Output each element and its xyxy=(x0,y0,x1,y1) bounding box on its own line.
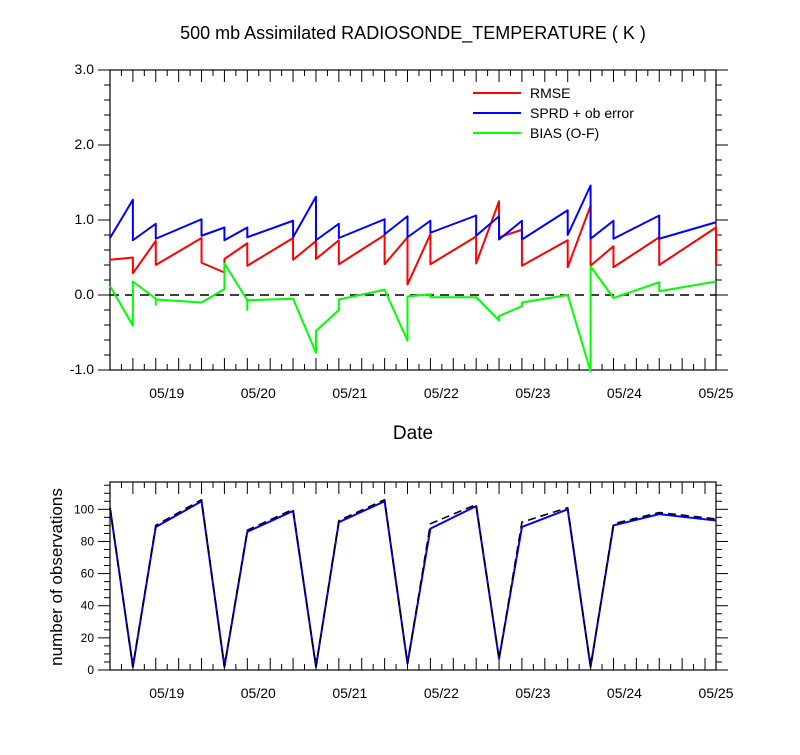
y-tick-label: 80 xyxy=(81,534,95,548)
y-tick-label: 0.0 xyxy=(75,286,95,302)
y-tick-label: 2.0 xyxy=(75,136,95,152)
top-plot: 05/19 05/20 05/21 05/22 05/23 05/24 05/25 -1.0 0… xyxy=(70,61,734,401)
x-tick-label: 05/25 xyxy=(698,385,733,401)
plot-frame xyxy=(109,481,717,671)
x-tick-label: 05/20 xyxy=(241,385,276,401)
chart-legend: RMSE SPRD + ob error BIAS (O-F) xyxy=(473,85,634,141)
x-tick-label: 05/25 xyxy=(698,685,733,701)
x-tick-label: 05/19 xyxy=(149,385,184,401)
y-tick-label: 60 xyxy=(81,567,95,581)
x-tick-label: 05/21 xyxy=(332,685,367,701)
series-line-rmse xyxy=(109,200,717,286)
chart-title: 500 mb Assimilated RADIOSONDE_TEMPERATUR… xyxy=(180,23,646,44)
x-tick-label: 05/20 xyxy=(241,685,276,701)
series-line-bias-o-f xyxy=(109,262,717,373)
y-tick-label: 0 xyxy=(87,663,94,677)
x-tick-label: 05/22 xyxy=(424,385,459,401)
legend-label: SPRD + ob error xyxy=(530,105,634,121)
x-tick-label: 05/24 xyxy=(607,685,642,701)
bottom-y-axis-title: number of observations xyxy=(47,488,66,666)
y-tick-label: 40 xyxy=(81,599,95,613)
series-line-solid xyxy=(109,500,717,668)
top-x-axis-title: Date xyxy=(393,423,433,444)
x-tick-label: 05/23 xyxy=(515,385,550,401)
x-tick-label: 05/23 xyxy=(515,685,550,701)
y-tick-label: 20 xyxy=(81,631,95,645)
x-tick-label: 05/24 xyxy=(607,385,642,401)
y-tick-label: 3.0 xyxy=(75,61,95,77)
y-tick-label: 1.0 xyxy=(75,211,95,227)
x-tick-label: 05/22 xyxy=(424,685,459,701)
bottom-plot: 05/19 05/20 05/21 05/22 05/23 05/24 05/25 0 20 40… xyxy=(74,481,734,701)
series-line-dashed xyxy=(109,498,717,668)
legend-label: BIAS (O-F) xyxy=(530,125,599,141)
legend-label: RMSE xyxy=(530,85,570,101)
x-tick-label: 05/21 xyxy=(332,385,367,401)
y-tick-label: -1.0 xyxy=(70,361,94,377)
x-tick-label: 05/19 xyxy=(149,685,184,701)
y-tick-label: 100 xyxy=(74,502,94,516)
series-line-sprd-ob-error xyxy=(109,184,717,242)
